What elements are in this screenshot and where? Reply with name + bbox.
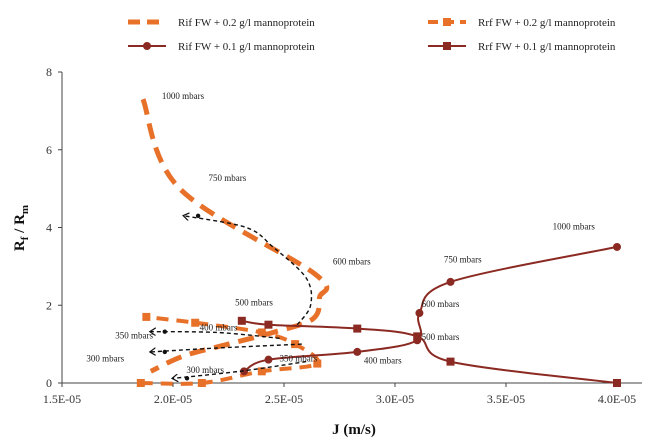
y-tick-label: 2 (46, 298, 52, 312)
y-axis-label-sub1: f (19, 236, 31, 240)
pressure-annotation: 750 mbars (444, 254, 482, 264)
pressure-annotation: 500 mbars (422, 332, 460, 342)
data-point (257, 328, 266, 337)
pressure-annotation: 500 mbars (235, 297, 273, 307)
x-tick-label: 2.0E-05 (154, 392, 192, 406)
annotations: 1000 mbars 750 mbars 600 mbars 500 mbars 400… (86, 91, 595, 375)
legend-marker-rrf-01 (443, 42, 451, 50)
y-axis-label-sub2: m (19, 205, 31, 214)
legend-label-rif-02: Rif FW + 0.2 g/l mannoprotein (178, 17, 315, 29)
data-point (446, 357, 455, 366)
y-axis-label-sep: / R (12, 214, 28, 237)
arrow-dot (195, 213, 201, 219)
series-0 (140, 98, 330, 374)
data-point (264, 355, 273, 364)
data-point (446, 277, 455, 286)
y-tick-label: 4 (46, 221, 52, 235)
plot-area (136, 98, 621, 387)
arrow-dot (162, 329, 167, 334)
pressure-annotation: 350 mbars (115, 330, 153, 340)
direction-arrow (184, 216, 313, 326)
data-point (240, 367, 249, 376)
arrow-dot (184, 376, 190, 381)
legend-label-rif-01: Rif FW + 0.1 g/l mannoprotein (178, 41, 315, 53)
y-tick-label: 8 (46, 65, 52, 79)
data-point (613, 379, 621, 387)
legend-marker-rif-01 (143, 42, 151, 50)
legend-marker-rrf-02 (443, 18, 451, 26)
y-axis-label-main: R (12, 240, 28, 251)
pressure-annotation: 600 mbars (422, 299, 460, 309)
legend-label-rrf-01: Rrf FW + 0.1 g/l mannoprotein (478, 41, 616, 53)
x-tick-label: 3.5E-05 (487, 392, 525, 406)
data-point (415, 309, 424, 318)
data-point (142, 312, 151, 321)
x-ticks: 1.5E-05 2.0E-05 2.5E-05 3.0E-05 3.5E-05 4.0E-… (43, 383, 636, 406)
y-ticks: 0 2 4 6 8 (46, 65, 62, 390)
arrow-layer (151, 213, 313, 381)
data-point (291, 340, 300, 349)
data-point (313, 359, 322, 368)
x-tick-label: 4.0E-05 (598, 392, 636, 406)
data-point (257, 367, 266, 376)
data-point (413, 332, 422, 341)
data-point (237, 316, 246, 325)
data-point (613, 242, 621, 251)
pressure-annotation: 1000 mbars (553, 221, 596, 231)
data-point (191, 318, 200, 327)
arrow-dot (162, 349, 167, 355)
x-tick-label: 3.0E-05 (376, 392, 414, 406)
x-tick-label: 1.5E-05 (43, 392, 81, 406)
data-point (353, 347, 362, 356)
pressure-annotation: 400 mbars (200, 323, 238, 333)
pressure-annotation: 1000 mbars (162, 91, 205, 101)
legend-label-rrf-02: Rrf FW + 0.2 g/l mannoprotein (478, 17, 616, 29)
pressure-annotation: 600 mbars (333, 256, 371, 266)
pressure-annotation: 300 mbars (186, 365, 224, 375)
y-tick-label: 0 (46, 376, 52, 390)
pressure-annotation: 350 mbars (280, 354, 318, 364)
y-axis-label: Rf / Rm (12, 205, 31, 251)
series-line (140, 314, 321, 386)
y-tick-label: 6 (46, 143, 52, 157)
x-tick-label: 2.5E-05 (265, 392, 303, 406)
series-line (140, 98, 330, 374)
legend: Rif FW + 0.2 g/l mannoprotein Rrf FW + 0… (128, 17, 616, 53)
pressure-annotation: 400 mbars (364, 356, 402, 366)
pressure-annotation: 750 mbars (209, 173, 247, 183)
pressure-annotation: 300 mbars (86, 354, 124, 364)
series-line (241, 319, 618, 384)
series-1 (136, 312, 322, 387)
series-3 (237, 316, 621, 387)
data-point (353, 324, 362, 333)
x-axis-label: J (m/s) (332, 422, 376, 438)
data-point (264, 320, 273, 329)
data-point (197, 379, 206, 387)
data-point (136, 379, 145, 387)
